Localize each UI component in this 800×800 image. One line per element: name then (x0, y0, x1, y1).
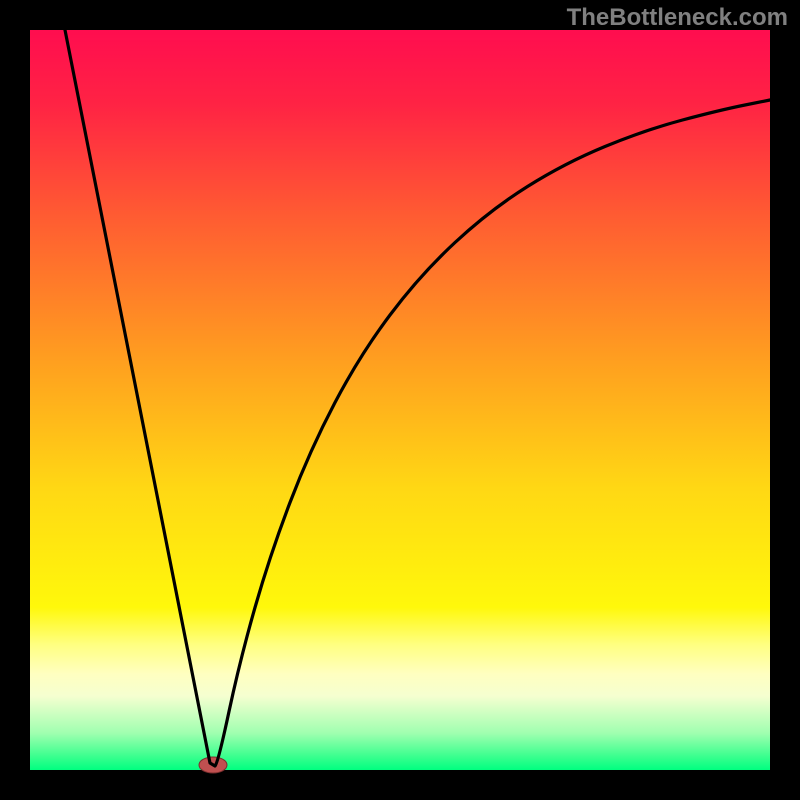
chart-frame: TheBottleneck.com (0, 0, 800, 800)
watermark-text: TheBottleneck.com (567, 4, 788, 32)
gradient-background (30, 30, 770, 770)
